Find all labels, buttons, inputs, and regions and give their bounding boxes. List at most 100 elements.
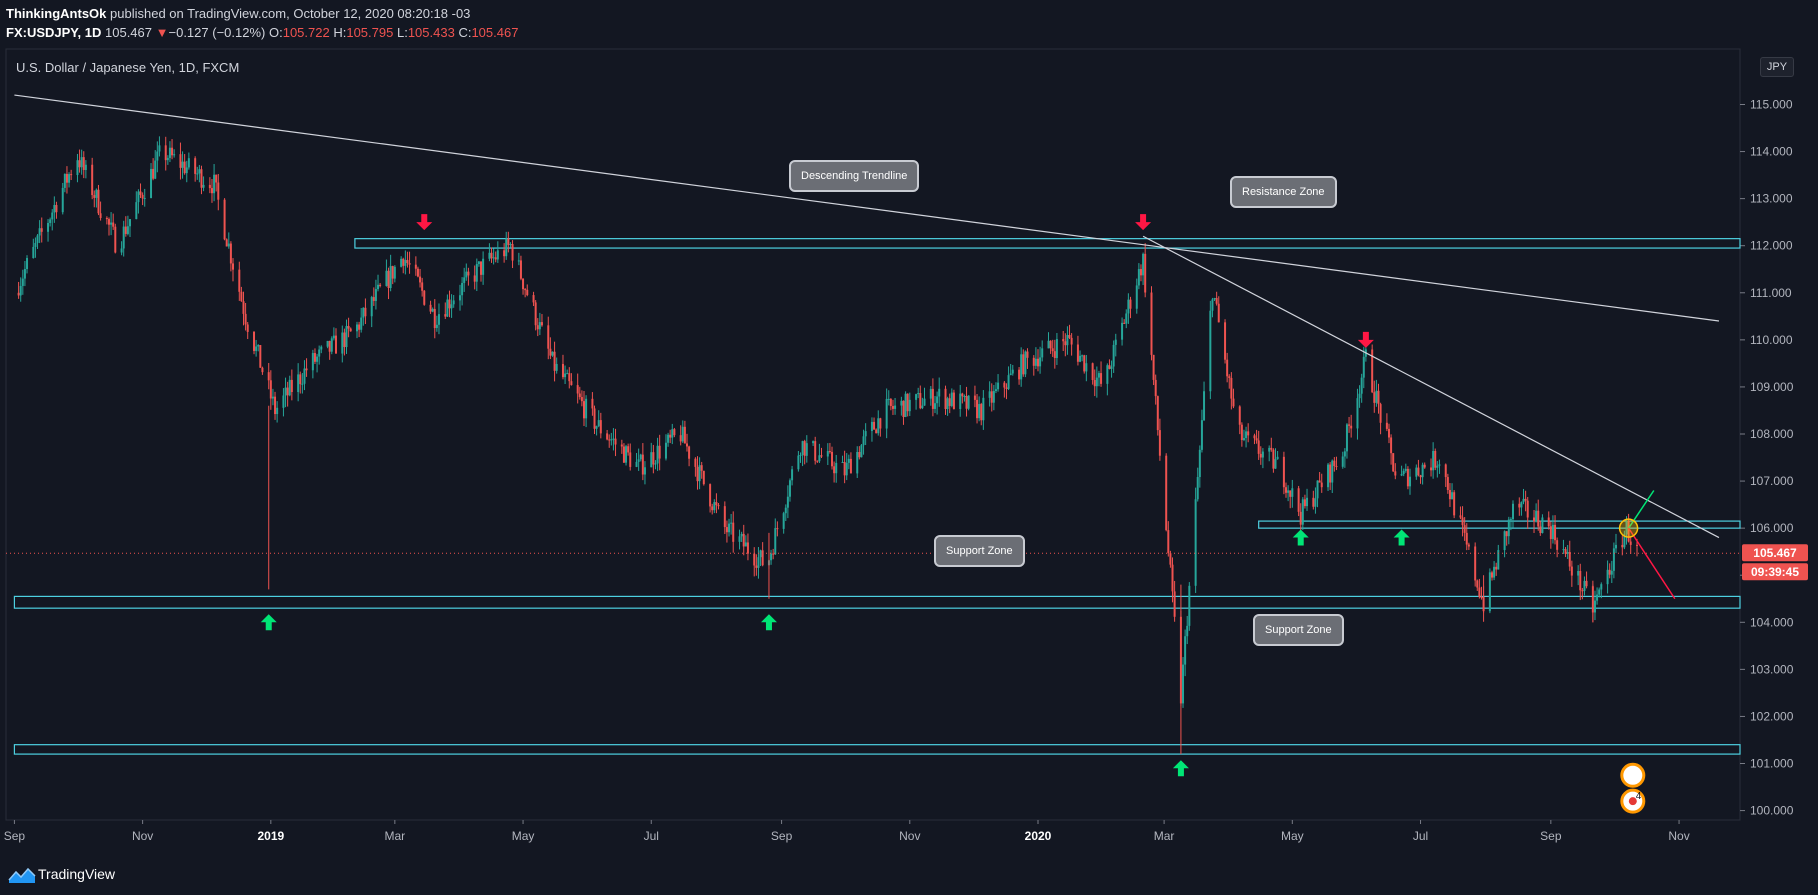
candle-body xyxy=(1024,351,1027,375)
sell-arrow-icon xyxy=(416,214,433,231)
candle-body xyxy=(305,368,308,371)
candle-body xyxy=(1533,517,1536,522)
down-arrow-icon: ▼ xyxy=(155,25,169,40)
candle-body xyxy=(282,395,285,408)
y-tick-label: 113.000 xyxy=(1750,192,1793,206)
candle-body xyxy=(1535,510,1538,522)
symbol-label[interactable]: FX:USDJPY, 1D xyxy=(6,25,102,40)
candle-body xyxy=(1541,517,1544,533)
x-tick-label: Jul xyxy=(644,829,659,843)
candle-body xyxy=(408,263,411,265)
zone-band xyxy=(13,595,1741,609)
candle-body xyxy=(38,228,41,236)
candle-body xyxy=(1490,572,1493,578)
candle-body xyxy=(1451,492,1454,500)
close-value: 105.467 xyxy=(471,25,519,40)
candle-body xyxy=(915,394,918,400)
candle-body xyxy=(68,174,71,183)
candle-body xyxy=(267,372,270,381)
candle-body xyxy=(551,351,554,356)
candle-body xyxy=(1200,420,1203,450)
candle-body xyxy=(1463,525,1466,533)
candle-body xyxy=(831,451,834,467)
candle-body xyxy=(952,392,955,410)
candle-body xyxy=(788,480,791,497)
candle-body xyxy=(1011,369,1014,374)
candle-body xyxy=(791,469,794,481)
candle-body xyxy=(973,395,976,400)
candle-body xyxy=(902,400,905,418)
currency-badge[interactable]: JPY xyxy=(1760,57,1794,77)
candle-body xyxy=(246,324,249,332)
candle-body xyxy=(244,313,247,325)
price-chart[interactable]: 100.000101.000102.000103.000104.000105.0… xyxy=(0,48,1818,855)
candle-body xyxy=(334,335,337,354)
support-zone-callout[interactable]: Support Zone xyxy=(934,535,1025,567)
candle-body xyxy=(242,301,245,314)
candle-body xyxy=(1526,500,1529,518)
candle-body xyxy=(1034,358,1037,366)
candle-body xyxy=(120,248,123,253)
candle-body xyxy=(1068,334,1071,338)
candle-body xyxy=(585,398,588,419)
candle-body xyxy=(805,443,808,456)
candle-body xyxy=(1570,566,1573,576)
candle-body xyxy=(1614,544,1617,549)
candle-body xyxy=(1625,520,1628,535)
candle-body xyxy=(78,160,81,168)
candle-body xyxy=(1551,524,1554,540)
candle-body xyxy=(595,426,598,429)
candle-body xyxy=(1018,369,1021,380)
y-tick-label: 103.000 xyxy=(1750,662,1794,676)
candle-body xyxy=(774,528,777,555)
candle-body xyxy=(664,442,667,459)
candle-body xyxy=(84,164,87,171)
candle-body xyxy=(1495,566,1498,570)
candle-body xyxy=(1142,253,1145,276)
author-name[interactable]: ThinkingAntsOk xyxy=(6,6,107,21)
candle-body xyxy=(1255,438,1258,441)
candle-body xyxy=(889,398,892,407)
candle-body xyxy=(519,260,522,279)
candle-body xyxy=(461,282,464,296)
candle-body xyxy=(961,393,964,397)
candle-body xyxy=(36,235,39,243)
candle-body xyxy=(1182,664,1185,704)
tradingview-brand[interactable]: TradingView xyxy=(38,866,116,882)
candle-body xyxy=(1291,488,1294,497)
candle-body xyxy=(364,307,367,317)
candle-body xyxy=(229,243,232,264)
candle-body xyxy=(1194,499,1197,586)
chart-area[interactable]: 100.000101.000102.000103.000104.000105.0… xyxy=(0,48,1818,855)
support-zone-callout-lower[interactable]: Support Zone xyxy=(1253,614,1344,646)
candle-body xyxy=(1226,359,1229,377)
descending-trendline-callout[interactable]: Descending Trendline xyxy=(789,160,920,192)
candle-body xyxy=(1577,570,1580,576)
candle-body xyxy=(286,387,289,396)
y-tick-label: 106.000 xyxy=(1750,521,1794,535)
candle-body xyxy=(725,527,728,533)
candle-body xyxy=(1312,497,1315,507)
candle-body xyxy=(255,346,258,351)
candle-body xyxy=(1598,589,1601,595)
candle-body xyxy=(917,393,920,395)
x-tick-label: May xyxy=(1281,829,1304,843)
y-tick-label: 109.000 xyxy=(1750,380,1794,394)
candle-body xyxy=(627,446,630,453)
candle-body xyxy=(1610,570,1613,575)
candle-body xyxy=(1434,450,1437,468)
candle-body xyxy=(238,269,241,292)
candle-body xyxy=(259,345,262,368)
buy-arrow-icon xyxy=(1172,760,1189,777)
footer: TradingView xyxy=(0,855,1818,895)
y-tick-label: 104.000 xyxy=(1750,615,1794,629)
candle-body xyxy=(944,388,947,410)
resistance-zone-callout[interactable]: Resistance Zone xyxy=(1230,176,1337,208)
tradingview-logo-icon[interactable] xyxy=(8,866,36,884)
candle-body xyxy=(656,445,659,464)
candle-body xyxy=(643,467,646,475)
candle-body xyxy=(1041,348,1044,358)
candle-body xyxy=(1062,339,1065,342)
candle-body xyxy=(847,458,850,463)
candle-body xyxy=(370,297,373,317)
